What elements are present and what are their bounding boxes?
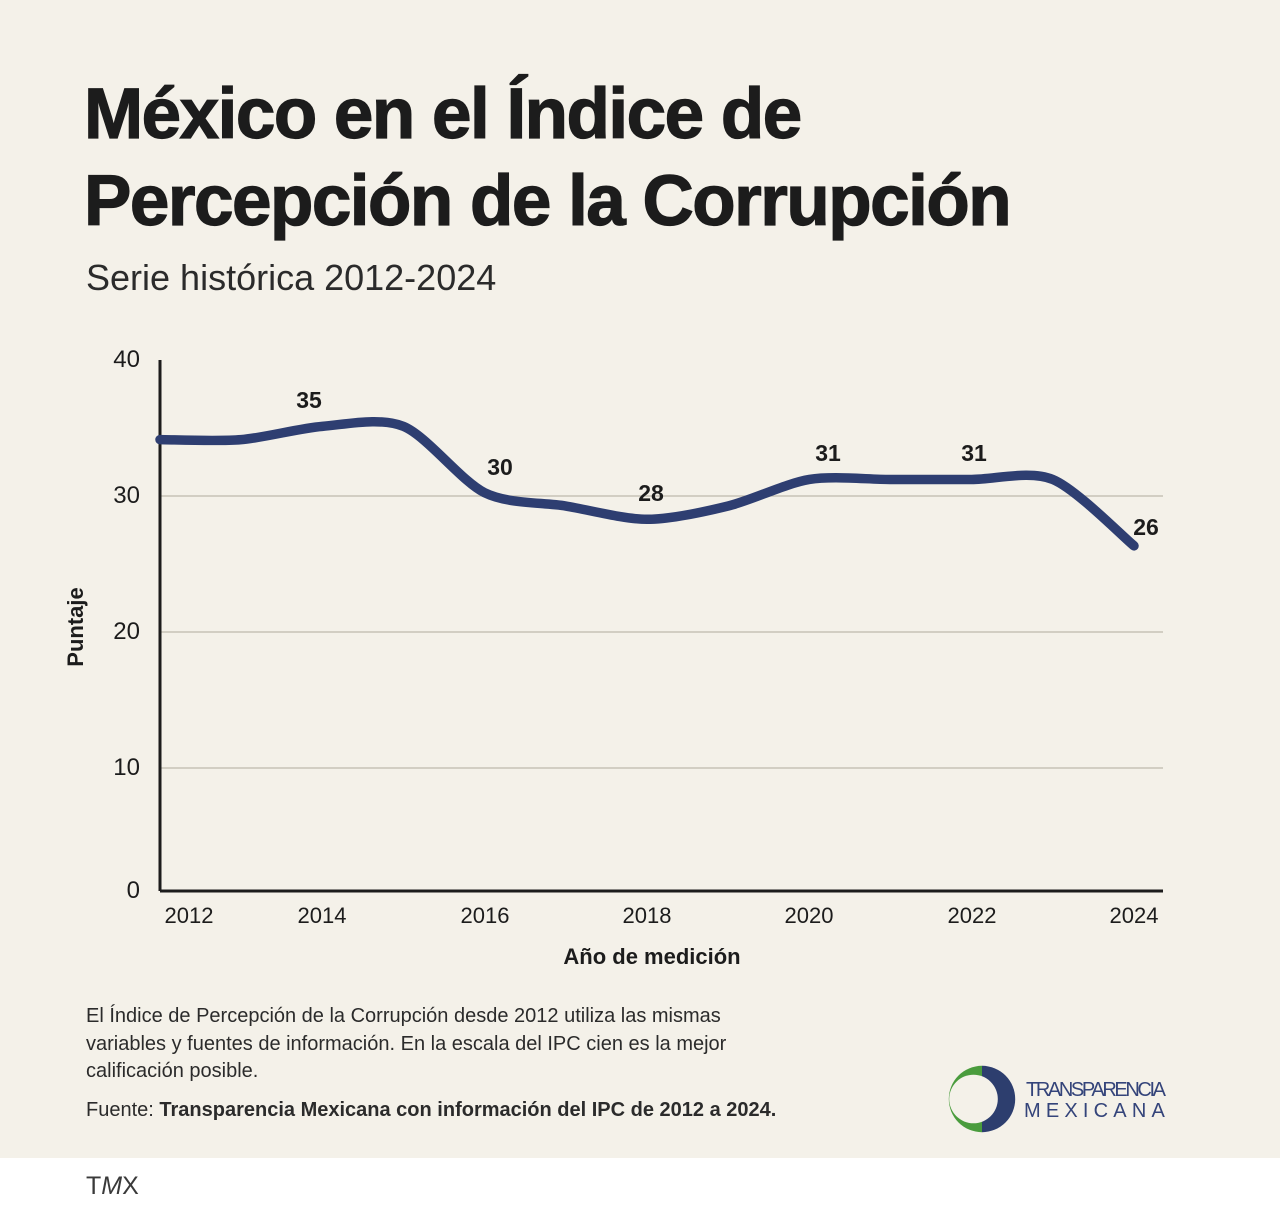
svg-text:MEXICANA: MEXICANA [1024, 1100, 1170, 1122]
svg-text:2020: 2020 [785, 903, 834, 928]
svg-text:40: 40 [113, 346, 140, 373]
svg-text:10: 10 [113, 754, 140, 781]
svg-text:2014: 2014 [298, 903, 347, 928]
svg-text:2022: 2022 [948, 903, 997, 928]
svg-text:35: 35 [296, 387, 322, 413]
svg-text:31: 31 [815, 440, 841, 466]
svg-text:2024: 2024 [1110, 903, 1159, 928]
svg-text:2012: 2012 [165, 903, 214, 928]
svg-text:28: 28 [638, 480, 664, 506]
svg-text:Año de medición: Año de medición [563, 944, 740, 969]
svg-text:20: 20 [113, 618, 140, 645]
svg-text:2018: 2018 [623, 903, 672, 928]
svg-text:2016: 2016 [461, 903, 510, 928]
svg-text:TRANSPARENCIA: TRANSPARENCIA [1026, 1079, 1167, 1101]
svg-text:Puntaje: Puntaje [63, 587, 88, 666]
svg-text:0: 0 [127, 877, 140, 904]
svg-text:26: 26 [1133, 514, 1159, 540]
svg-text:30: 30 [487, 454, 513, 480]
svg-text:31: 31 [961, 440, 987, 466]
svg-text:30: 30 [113, 482, 140, 509]
